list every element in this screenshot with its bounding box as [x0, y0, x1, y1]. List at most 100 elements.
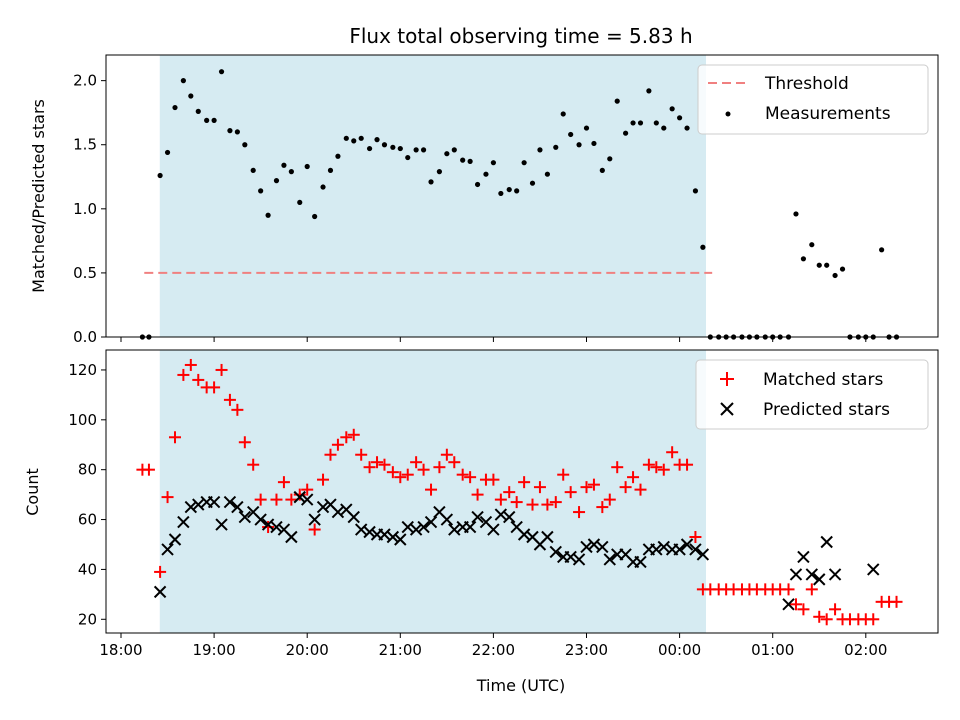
- predicted-star-point: [386, 530, 400, 544]
- measurement-point: [607, 156, 613, 162]
- y-tick-label: 2.0: [73, 72, 97, 90]
- measurement-point: [227, 128, 233, 134]
- measurement-point: [320, 184, 326, 190]
- x-tick-label: 19:00: [192, 641, 235, 659]
- ratio-panel: 0.00.51.01.52.0 Matched/Predicted stars …: [29, 54, 939, 346]
- matched-star-point: [293, 488, 306, 501]
- predicted-star-point: [673, 543, 686, 556]
- measurement-point: [553, 144, 559, 150]
- x-tick-label: 20:00: [286, 641, 329, 659]
- top-legend: Threshold Measurements: [697, 64, 929, 135]
- measurement-point: [576, 142, 582, 148]
- predicted-star-point: [153, 585, 167, 599]
- measurement-point: [700, 244, 706, 250]
- measurement-point: [839, 266, 846, 272]
- matched-star-point: [503, 486, 516, 499]
- measurement-point: [366, 145, 373, 152]
- measurement-point: [211, 117, 217, 123]
- matched-star-point: [456, 468, 469, 481]
- y-tick-label: 120: [68, 361, 97, 379]
- predicted-star-point: [867, 563, 880, 576]
- matched-star-point: [425, 483, 438, 496]
- predicted-star-point: [603, 553, 616, 566]
- matched-star-point: [603, 493, 616, 506]
- measurement-point: [684, 125, 690, 131]
- predicted-star-point: [316, 500, 330, 514]
- measurement-point: [474, 181, 481, 188]
- predicted-star-point: [782, 598, 795, 611]
- matched-star-point: [805, 583, 818, 596]
- predicted-star-point: [789, 568, 803, 581]
- legend-threshold-label: Threshold: [764, 74, 849, 94]
- predicted-star-point: [463, 520, 477, 534]
- predicted-star-point: [541, 530, 554, 544]
- x-tick-label: 22:00: [472, 641, 515, 659]
- matched-star-point: [464, 471, 477, 484]
- matched-star-point: [270, 493, 283, 506]
- predicted-star-point: [231, 500, 244, 514]
- predicted-star-point: [828, 568, 842, 581]
- predicted-star-point: [487, 523, 500, 536]
- x-tick-label: 00:00: [658, 641, 701, 659]
- measurement-point: [661, 125, 667, 131]
- predicted-star-point: [300, 493, 314, 506]
- x-tick-label: 21:00: [379, 641, 422, 659]
- matched-star-point: [587, 478, 600, 491]
- measurement-point: [514, 188, 520, 194]
- matched-star-point: [782, 583, 795, 596]
- measurement-point: [351, 138, 357, 144]
- predicted-star-point: [424, 515, 438, 529]
- predicted-star-point: [215, 518, 228, 531]
- matched-star-point: [448, 456, 461, 469]
- measurement-point: [467, 158, 473, 164]
- predicted-star-point: [168, 533, 182, 546]
- legend-predicted-swatch: [720, 402, 734, 416]
- matched-star-point: [797, 603, 810, 616]
- measurement-point: [832, 272, 838, 279]
- matched-star-point: [820, 613, 833, 626]
- measurement-point: [591, 140, 597, 147]
- bottom-y-axis-label: Count: [23, 468, 42, 516]
- measurement-point: [544, 171, 550, 177]
- measurement-point: [204, 117, 210, 123]
- matched-star-point: [596, 501, 609, 514]
- measurement-point: [568, 131, 574, 138]
- count-points: [136, 358, 903, 626]
- predicted-star-point: [347, 510, 360, 524]
- predicted-star-point: [223, 495, 237, 509]
- predicted-star-point: [238, 510, 252, 524]
- bottom-legend-box: [695, 359, 929, 430]
- predicted-star-point: [680, 538, 694, 551]
- matched-star-point: [440, 448, 453, 461]
- predicted-star-point: [354, 523, 368, 536]
- measurement-point: [809, 242, 815, 248]
- matched-star-point: [215, 363, 228, 376]
- measurement-point: [521, 160, 527, 166]
- predicted-star-point: [797, 550, 810, 564]
- predicted-star-point: [293, 490, 306, 504]
- measurement-point: [444, 151, 450, 157]
- matched-star-point: [301, 483, 314, 496]
- predicted-star-point: [650, 543, 663, 556]
- y-tick-label: 20: [78, 610, 97, 628]
- measurement-point: [614, 98, 620, 104]
- matched-star-point: [867, 613, 880, 626]
- matched-star-point: [363, 461, 376, 474]
- predicted-star-point: [813, 573, 826, 586]
- measurement-point: [390, 144, 396, 150]
- predicted-star-point: [363, 525, 376, 539]
- matched-star-point: [573, 506, 586, 519]
- measurement-point: [816, 262, 822, 268]
- measurement-point: [692, 188, 699, 194]
- predicted-star-point: [572, 553, 586, 566]
- predicted-star-point: [177, 515, 190, 529]
- matched-star-point: [168, 431, 181, 444]
- matched-star-point: [324, 448, 337, 461]
- y-tick-label: 60: [78, 511, 97, 529]
- matched-star-point: [386, 466, 399, 479]
- counts-panel: 20 40 60 80 100 120 18:00 19:00 20:00 21:00 22:00…: [23, 349, 939, 695]
- matched-star-point: [689, 531, 702, 544]
- legend-matched-swatch: [720, 372, 734, 386]
- measurement-point: [358, 135, 364, 141]
